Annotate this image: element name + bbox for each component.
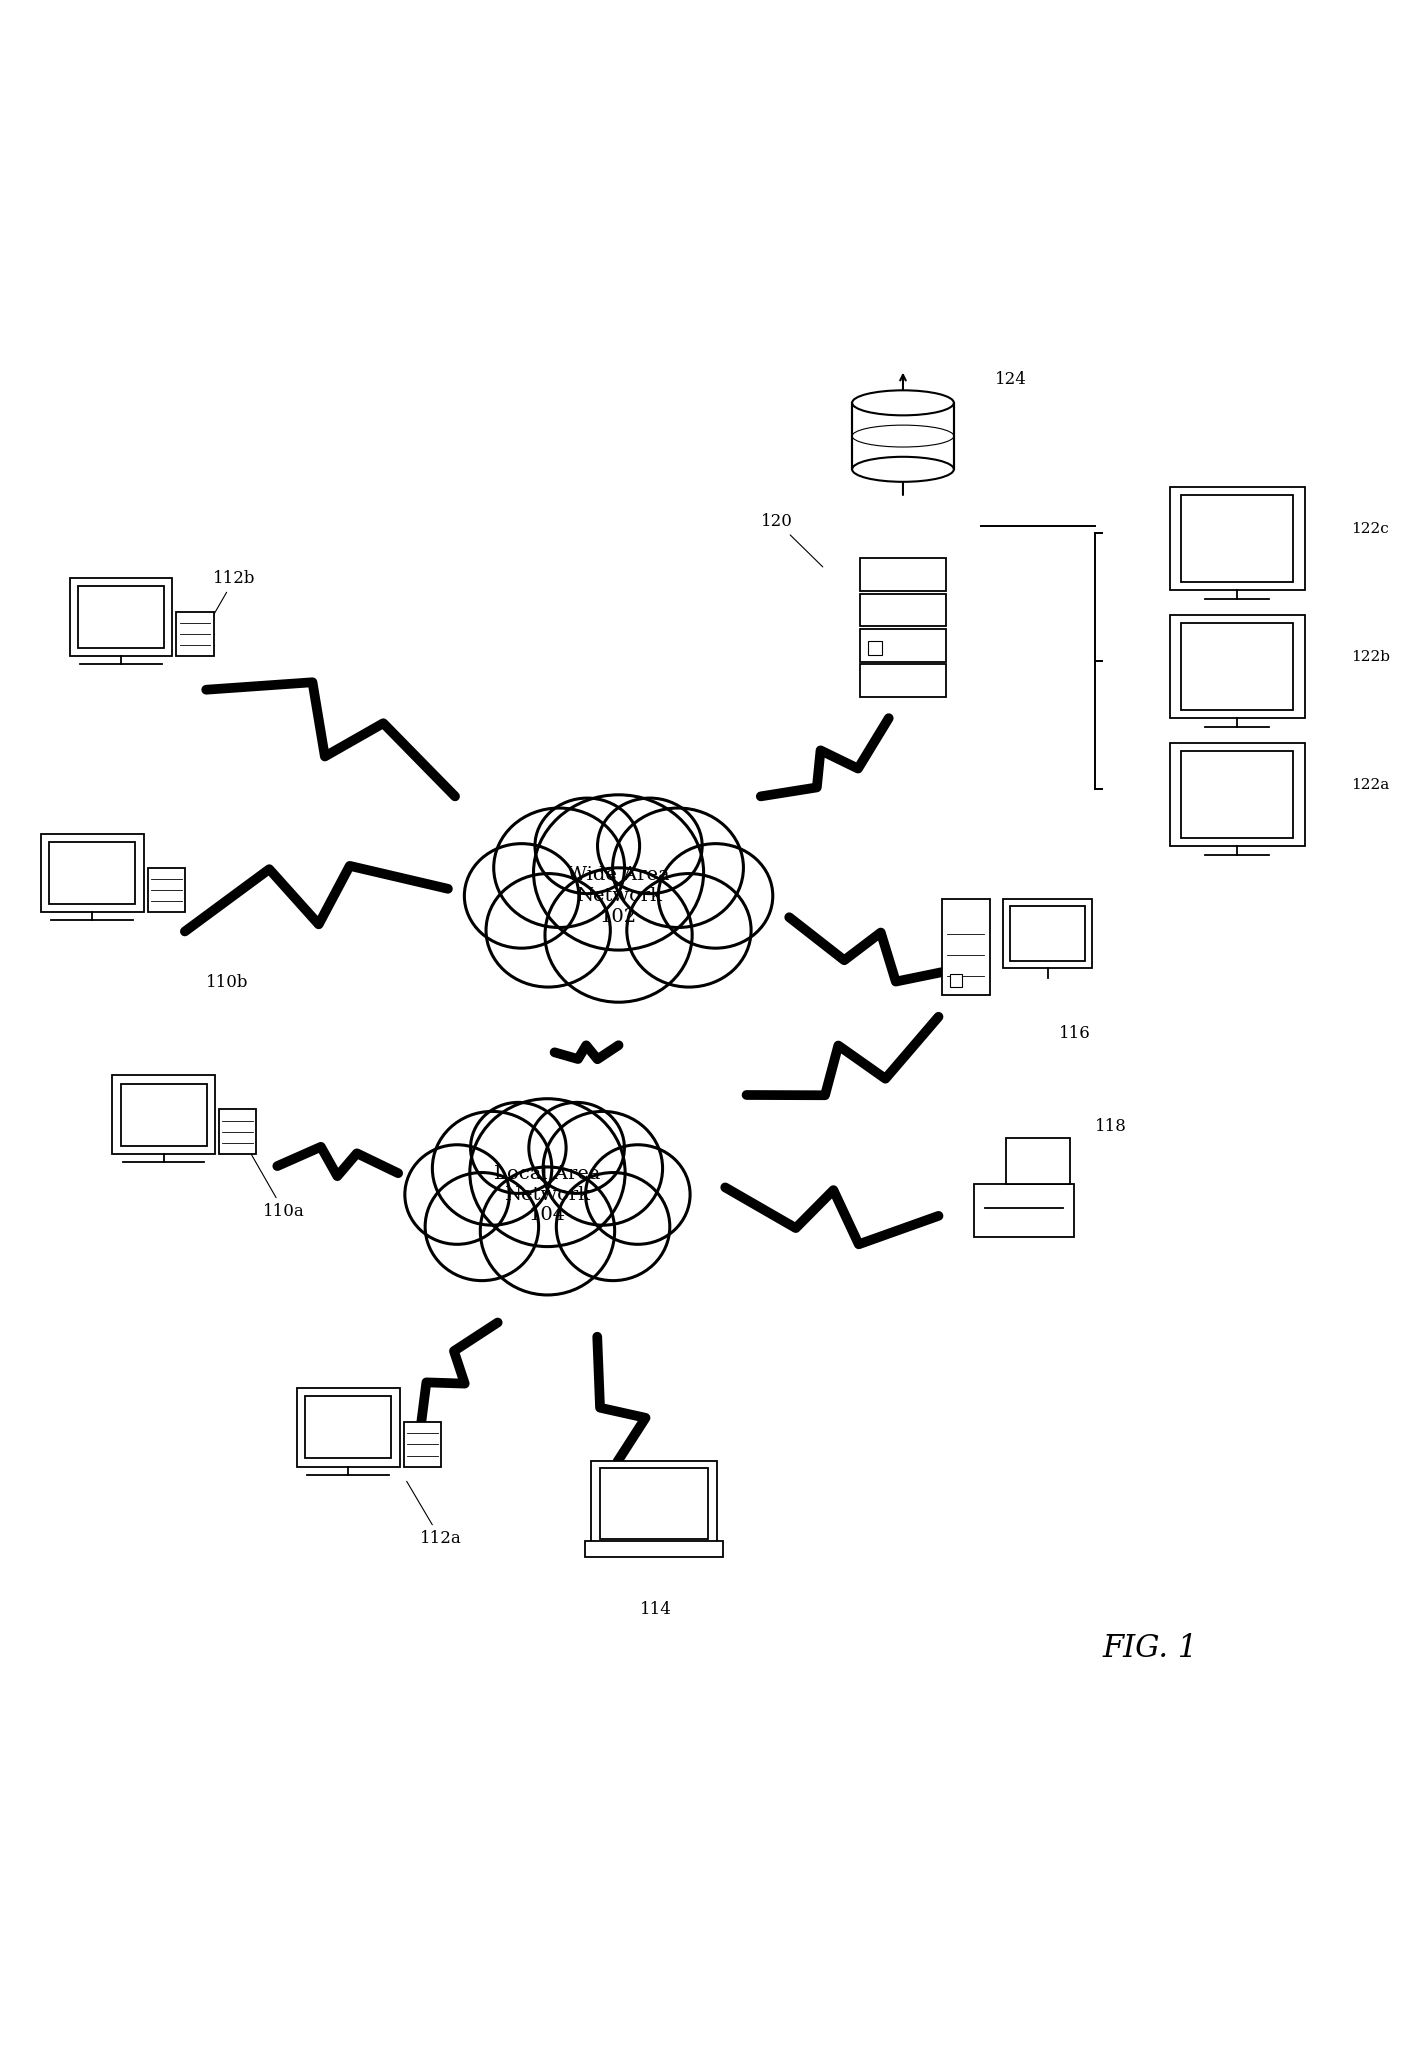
Bar xyxy=(852,402,954,470)
Text: FIG. 1: FIG. 1 xyxy=(1102,1633,1197,1664)
Bar xyxy=(1169,614,1305,718)
Text: 118: 118 xyxy=(1095,1118,1126,1134)
Text: 122c: 122c xyxy=(1351,522,1389,536)
Ellipse shape xyxy=(613,808,744,928)
Ellipse shape xyxy=(556,1173,670,1281)
Bar xyxy=(941,899,990,994)
Text: 116: 116 xyxy=(1059,1025,1091,1041)
Bar xyxy=(50,841,135,903)
Ellipse shape xyxy=(471,1103,566,1194)
Bar xyxy=(306,1396,391,1458)
Ellipse shape xyxy=(533,794,704,951)
Bar xyxy=(112,1074,215,1155)
Bar xyxy=(860,629,946,662)
Text: 122b: 122b xyxy=(1351,650,1389,664)
Ellipse shape xyxy=(465,843,579,949)
Bar xyxy=(1169,487,1305,590)
Text: 112a: 112a xyxy=(407,1481,461,1546)
Bar xyxy=(219,1109,256,1155)
Bar xyxy=(860,594,946,627)
Text: 110a: 110a xyxy=(243,1140,304,1221)
Bar xyxy=(974,1184,1074,1237)
Text: 122a: 122a xyxy=(1351,777,1389,792)
Bar xyxy=(1180,495,1294,581)
Ellipse shape xyxy=(543,1111,663,1225)
Text: 114: 114 xyxy=(640,1600,671,1619)
Bar xyxy=(148,868,185,911)
Ellipse shape xyxy=(535,798,640,893)
Ellipse shape xyxy=(627,874,751,988)
Bar xyxy=(1004,899,1092,967)
Bar xyxy=(950,975,963,988)
Ellipse shape xyxy=(545,868,693,1002)
Bar xyxy=(1180,623,1294,709)
Bar xyxy=(867,641,882,656)
Bar xyxy=(1007,1138,1071,1184)
Ellipse shape xyxy=(852,458,954,483)
Text: 124: 124 xyxy=(995,371,1027,388)
Ellipse shape xyxy=(493,808,624,928)
Bar xyxy=(1169,742,1305,845)
Ellipse shape xyxy=(529,1103,624,1194)
Bar xyxy=(176,612,213,656)
Ellipse shape xyxy=(586,1144,690,1243)
Ellipse shape xyxy=(597,798,702,893)
Ellipse shape xyxy=(852,390,954,414)
Bar xyxy=(121,1083,206,1146)
Text: 120: 120 xyxy=(761,513,823,567)
Bar xyxy=(860,559,946,592)
Text: Wide Area
Network
102: Wide Area Network 102 xyxy=(567,866,670,926)
Ellipse shape xyxy=(432,1111,552,1225)
Ellipse shape xyxy=(425,1173,539,1281)
Bar xyxy=(78,586,164,647)
Ellipse shape xyxy=(481,1167,614,1295)
Ellipse shape xyxy=(486,874,610,988)
Text: Local Area
Network
104: Local Area Network 104 xyxy=(495,1165,600,1225)
Text: 112b: 112b xyxy=(201,569,256,637)
Bar xyxy=(404,1423,441,1466)
Bar xyxy=(70,577,172,656)
Bar xyxy=(592,1462,717,1546)
Bar xyxy=(600,1468,708,1538)
Bar xyxy=(584,1540,724,1557)
Bar xyxy=(1180,751,1294,837)
Bar xyxy=(860,664,946,697)
Ellipse shape xyxy=(658,843,772,949)
Bar xyxy=(41,833,144,911)
Ellipse shape xyxy=(469,1099,626,1248)
Ellipse shape xyxy=(405,1144,509,1243)
Bar xyxy=(1010,905,1085,961)
Text: 110b: 110b xyxy=(206,973,249,992)
Bar xyxy=(297,1388,400,1466)
